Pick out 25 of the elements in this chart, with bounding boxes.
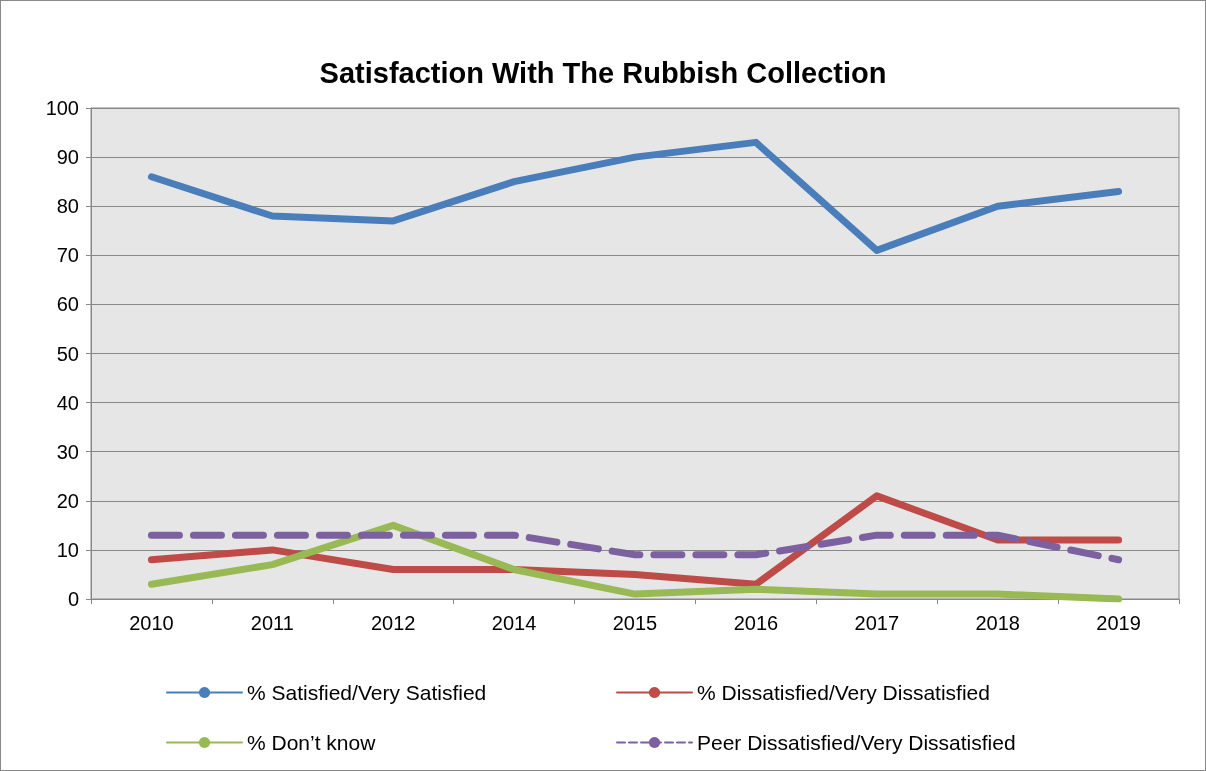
- y-tick-label: 10: [56, 538, 79, 561]
- y-tick-label: 90: [56, 146, 79, 169]
- x-tick-label: 2015: [612, 612, 658, 634]
- y-tick-label: 0: [67, 588, 79, 610]
- legend-label: Peer Dissatisfied/Very Dissatisfied: [697, 731, 1016, 754]
- legend-label: % Dissatisfied/Very Dissatisfied: [697, 681, 990, 704]
- legend-label: % Don’t know: [247, 731, 377, 754]
- y-tick-label: 80: [56, 195, 79, 218]
- x-tick-label: 2016: [733, 612, 779, 634]
- y-tick-label: 60: [56, 293, 79, 316]
- x-tick-label: 2014: [491, 612, 537, 634]
- y-tick-label: 50: [56, 342, 79, 365]
- x-tick-label: 2017: [854, 612, 900, 634]
- chart-title: Satisfaction With The Rubbish Collection: [319, 56, 887, 89]
- y-tick-label: 20: [56, 489, 79, 512]
- legend-label: % Satisfied/Very Satisfied: [247, 681, 487, 704]
- x-tick-label: 2012: [370, 612, 416, 634]
- x-tick-label: 2019: [1096, 612, 1141, 634]
- y-tick-label: 70: [56, 244, 79, 267]
- y-tick-label: 40: [56, 391, 79, 414]
- x-tick-label: 2011: [250, 612, 294, 634]
- x-tick-label: 2018: [975, 612, 1020, 634]
- y-tick-label: 30: [56, 440, 79, 463]
- y-tick-label: 100: [45, 97, 79, 119]
- x-tick-label: 2010: [129, 612, 174, 634]
